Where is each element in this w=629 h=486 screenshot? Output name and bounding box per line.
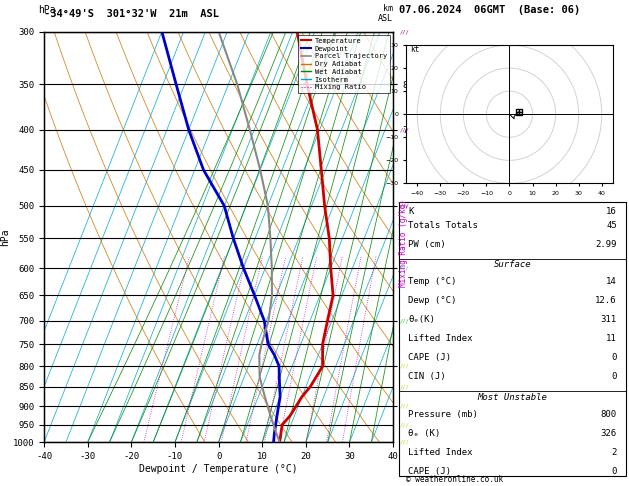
Text: ///: /// xyxy=(399,265,409,271)
Text: km
ASL: km ASL xyxy=(378,4,393,23)
Text: 16: 16 xyxy=(606,207,617,216)
Text: 20: 20 xyxy=(323,446,330,451)
Text: θₑ(K): θₑ(K) xyxy=(408,315,435,324)
Text: Dewp (°C): Dewp (°C) xyxy=(408,296,457,305)
Text: ///: /// xyxy=(399,127,409,132)
Text: ///: /// xyxy=(399,203,409,208)
Text: 45: 45 xyxy=(606,221,617,230)
Text: ///: /// xyxy=(399,318,409,323)
Text: Most Unstable: Most Unstable xyxy=(477,393,548,401)
FancyBboxPatch shape xyxy=(399,202,626,476)
Text: 0: 0 xyxy=(611,372,617,381)
Text: CAPE (J): CAPE (J) xyxy=(408,353,452,362)
Text: CAPE (J): CAPE (J) xyxy=(408,467,452,476)
Text: 311: 311 xyxy=(601,315,617,324)
Text: CIN (J): CIN (J) xyxy=(408,372,446,381)
Text: LCL: LCL xyxy=(421,444,435,453)
Text: 800: 800 xyxy=(601,410,617,419)
Text: hPa: hPa xyxy=(38,4,55,15)
Text: -34°49'S  301°32'W  21m  ASL: -34°49'S 301°32'W 21m ASL xyxy=(44,9,219,19)
Legend: Temperature, Dewpoint, Parcel Trajectory, Dry Adiabat, Wet Adiabat, Isotherm, Mi: Temperature, Dewpoint, Parcel Trajectory… xyxy=(298,35,389,93)
Text: Surface: Surface xyxy=(494,260,532,269)
Text: PW (cm): PW (cm) xyxy=(408,240,446,248)
Text: Temp (°C): Temp (°C) xyxy=(408,278,457,286)
Text: Lifted Index: Lifted Index xyxy=(408,448,473,457)
Text: 2: 2 xyxy=(179,446,183,451)
Text: 0: 0 xyxy=(611,467,617,476)
Text: kt: kt xyxy=(410,45,420,54)
Text: ///: /// xyxy=(399,29,409,34)
Text: ///: /// xyxy=(399,422,409,427)
X-axis label: Dewpoint / Temperature (°C): Dewpoint / Temperature (°C) xyxy=(139,464,298,474)
Text: 6: 6 xyxy=(244,446,248,451)
Text: 07.06.2024  06GMT  (Base: 06): 07.06.2024 06GMT (Base: 06) xyxy=(399,4,581,15)
Text: 8: 8 xyxy=(262,446,266,451)
Text: ///: /// xyxy=(399,404,409,409)
Text: 326: 326 xyxy=(601,429,617,438)
Text: Mixing Ratio (g/kg): Mixing Ratio (g/kg) xyxy=(399,199,408,287)
Text: Totals Totals: Totals Totals xyxy=(408,221,478,230)
Text: 2: 2 xyxy=(611,448,617,457)
Text: Pressure (mb): Pressure (mb) xyxy=(408,410,478,419)
Text: ///: /// xyxy=(399,384,409,389)
Text: 11: 11 xyxy=(606,334,617,343)
Text: ///: /// xyxy=(399,364,409,369)
Y-axis label: hPa: hPa xyxy=(0,228,10,246)
Text: 1: 1 xyxy=(142,446,146,451)
Text: ///: /// xyxy=(399,440,409,445)
Text: 15: 15 xyxy=(303,446,310,451)
Text: 3: 3 xyxy=(203,446,206,451)
Text: 0: 0 xyxy=(611,353,617,362)
Text: 2.99: 2.99 xyxy=(595,240,617,248)
Text: © weatheronline.co.uk: © weatheronline.co.uk xyxy=(406,474,503,484)
Text: 4: 4 xyxy=(220,446,223,451)
Text: 14: 14 xyxy=(606,278,617,286)
Text: 12.6: 12.6 xyxy=(595,296,617,305)
Text: K: K xyxy=(408,207,414,216)
Text: 25: 25 xyxy=(338,446,346,451)
Text: θₑ (K): θₑ (K) xyxy=(408,429,441,438)
Text: 10: 10 xyxy=(276,446,283,451)
Text: Lifted Index: Lifted Index xyxy=(408,334,473,343)
